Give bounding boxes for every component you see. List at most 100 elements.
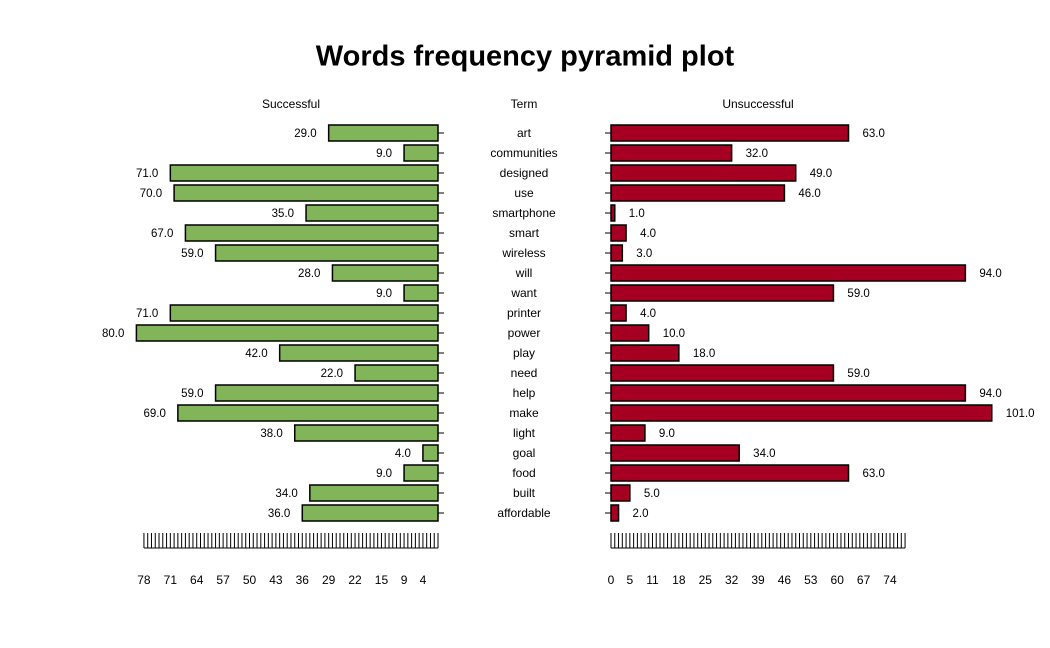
category-label: will: [515, 266, 533, 280]
x-tick-label: 43: [269, 573, 283, 587]
x-tick-label: 50: [243, 573, 257, 587]
value-label: 59.0: [847, 368, 869, 380]
value-label: 35.0: [272, 208, 294, 220]
category-label: use: [514, 186, 534, 200]
left-header: Successful: [262, 97, 320, 111]
value-label: 4.0: [640, 228, 656, 240]
value-label: 59.0: [181, 388, 203, 400]
category-label: wireless: [501, 246, 545, 260]
value-label: 36.0: [268, 508, 290, 520]
x-tick-label: 57: [216, 573, 230, 587]
category-label: need: [511, 366, 538, 380]
value-label: 10.0: [663, 328, 685, 340]
x-tick-label: 60: [831, 573, 845, 587]
bar: [327, 124, 439, 142]
bar: [610, 324, 650, 342]
chart-title: Words frequency pyramid plot: [316, 41, 735, 73]
category-label: smartphone: [492, 206, 556, 220]
bar: [610, 304, 627, 322]
bar: [305, 204, 439, 222]
value-label: 4.0: [640, 308, 656, 320]
value-label: 63.0: [863, 468, 885, 480]
value-label: 80.0: [102, 328, 124, 340]
bar: [610, 264, 967, 282]
bar: [173, 184, 439, 202]
x-tick-label: 53: [804, 573, 818, 587]
bar: [403, 284, 439, 302]
bar: [309, 484, 439, 502]
bar: [135, 324, 439, 342]
value-label: 28.0: [298, 268, 320, 280]
value-label: 94.0: [979, 268, 1001, 280]
bar: [610, 384, 967, 402]
category-label: communities: [490, 146, 557, 160]
x-tick-label: 18: [672, 573, 686, 587]
x-tick-label: 9: [401, 573, 408, 587]
value-label: 59.0: [181, 248, 203, 260]
bar: [610, 504, 620, 522]
value-label: 34.0: [753, 448, 775, 460]
category-label: smart: [509, 226, 540, 240]
bar: [214, 384, 439, 402]
category-label: light: [513, 426, 536, 440]
x-tick-label: 29: [322, 573, 336, 587]
bar: [169, 304, 439, 322]
x-tick-label: 0: [608, 573, 615, 587]
value-label: 9.0: [376, 148, 392, 160]
bar: [422, 444, 439, 462]
category-label: designed: [500, 166, 549, 180]
value-label: 1.0: [629, 208, 645, 220]
bar: [331, 264, 439, 282]
category-label: want: [510, 286, 537, 300]
value-label: 101.0: [1006, 408, 1035, 420]
category-label: printer: [507, 306, 541, 320]
value-label: 22.0: [321, 368, 343, 380]
bar: [610, 484, 631, 502]
category-label: help: [513, 386, 536, 400]
bar: [610, 344, 680, 362]
value-label: 70.0: [140, 188, 162, 200]
value-label: 9.0: [376, 468, 392, 480]
x-tick-label: 78: [137, 573, 151, 587]
x-tick-label: 71: [164, 573, 178, 587]
x-tick-label: 67: [857, 573, 871, 587]
category-label: goal: [513, 446, 536, 460]
value-label: 4.0: [395, 448, 411, 460]
value-label: 29.0: [294, 128, 316, 140]
category-label: make: [509, 406, 539, 420]
bar: [214, 244, 439, 262]
bar: [301, 504, 439, 522]
bar: [403, 144, 439, 162]
bar: [278, 344, 439, 362]
value-label: 18.0: [693, 348, 715, 360]
bar: [293, 424, 439, 442]
right-header: Unsuccessful: [722, 97, 793, 111]
center-header: Term: [511, 97, 538, 111]
bar: [610, 284, 835, 302]
value-label: 94.0: [979, 388, 1001, 400]
x-tick-label: 25: [699, 573, 713, 587]
category-label: play: [513, 346, 535, 360]
category-label: power: [508, 326, 541, 340]
x-tick-label: 64: [190, 573, 204, 587]
x-tick-label: 22: [348, 573, 362, 587]
x-tick-label: 32: [725, 573, 739, 587]
value-label: 46.0: [798, 188, 820, 200]
x-tick-label: 4: [420, 573, 427, 587]
x-tick-label: 74: [883, 573, 897, 587]
value-label: 59.0: [847, 288, 869, 300]
value-label: 69.0: [143, 408, 165, 420]
bar: [184, 224, 439, 242]
category-label: affordable: [497, 506, 550, 520]
x-tick-label: 36: [296, 573, 310, 587]
bar: [169, 164, 439, 182]
bar: [610, 244, 624, 262]
value-label: 49.0: [810, 168, 832, 180]
value-label: 34.0: [275, 488, 297, 500]
value-label: 38.0: [260, 428, 282, 440]
x-tick-label: 5: [627, 573, 634, 587]
x-tick-label: 46: [778, 573, 792, 587]
category-label: built: [513, 486, 536, 500]
value-label: 67.0: [151, 228, 173, 240]
bar: [610, 164, 797, 182]
